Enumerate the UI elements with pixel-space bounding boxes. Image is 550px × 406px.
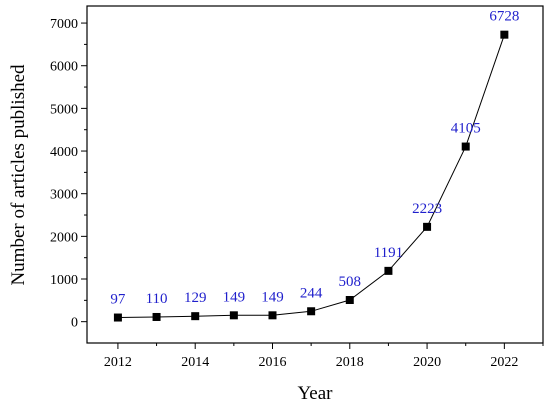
data-label: 244 bbox=[300, 285, 323, 301]
data-label: 508 bbox=[339, 274, 362, 290]
y-tick-label: 5000 bbox=[50, 102, 78, 117]
data-label: 110 bbox=[146, 291, 168, 307]
x-tick-label: 2022 bbox=[490, 355, 518, 370]
data-marker bbox=[113, 313, 122, 322]
plot-frame bbox=[86, 5, 544, 344]
data-marker bbox=[307, 307, 316, 316]
data-label: 149 bbox=[223, 289, 246, 305]
x-tick-label: 2016 bbox=[258, 355, 286, 370]
x-tick-label: 2020 bbox=[413, 355, 441, 370]
series-line bbox=[117, 34, 505, 318]
data-label: 4105 bbox=[451, 121, 481, 137]
y-tick-label: 4000 bbox=[50, 145, 78, 160]
x-axis: 2012 2014 2016 2018 2020 2022 bbox=[104, 343, 544, 370]
y-axis: 0 1000 2000 3000 4000 5000 6000 7000 bbox=[50, 17, 87, 331]
data-label: 6728 bbox=[489, 9, 519, 25]
data-marker bbox=[500, 30, 509, 39]
y-tick-label: 2000 bbox=[50, 230, 78, 245]
data-marker bbox=[461, 142, 470, 151]
y-tick-label: 7000 bbox=[50, 17, 78, 32]
data-label: 2223 bbox=[412, 201, 442, 217]
x-tick-label: 2012 bbox=[104, 355, 132, 370]
data-markers bbox=[113, 30, 509, 322]
y-axis-title: Number of articles published bbox=[8, 64, 29, 286]
data-label: 129 bbox=[184, 290, 207, 306]
data-marker bbox=[268, 311, 277, 320]
x-axis-title: Year bbox=[297, 383, 333, 404]
data-label: 1191 bbox=[374, 245, 403, 261]
x-tick-label: 2018 bbox=[336, 355, 364, 370]
data-marker bbox=[191, 312, 200, 321]
data-label: 149 bbox=[261, 289, 284, 305]
data-labels: 97 110 129 149 149 244 508 1191 2223 4105 6728 bbox=[110, 9, 519, 308]
data-marker bbox=[384, 266, 393, 275]
data-marker bbox=[152, 312, 161, 321]
data-marker bbox=[423, 222, 432, 231]
y-tick-label: 1000 bbox=[50, 273, 78, 288]
y-tick-label: 0 bbox=[71, 316, 78, 331]
data-label: 97 bbox=[110, 292, 126, 308]
data-marker bbox=[229, 311, 238, 320]
data-marker bbox=[345, 296, 354, 305]
y-tick-label: 6000 bbox=[50, 60, 78, 75]
x-tick-label: 2014 bbox=[181, 355, 209, 370]
y-tick-label: 3000 bbox=[50, 188, 78, 203]
